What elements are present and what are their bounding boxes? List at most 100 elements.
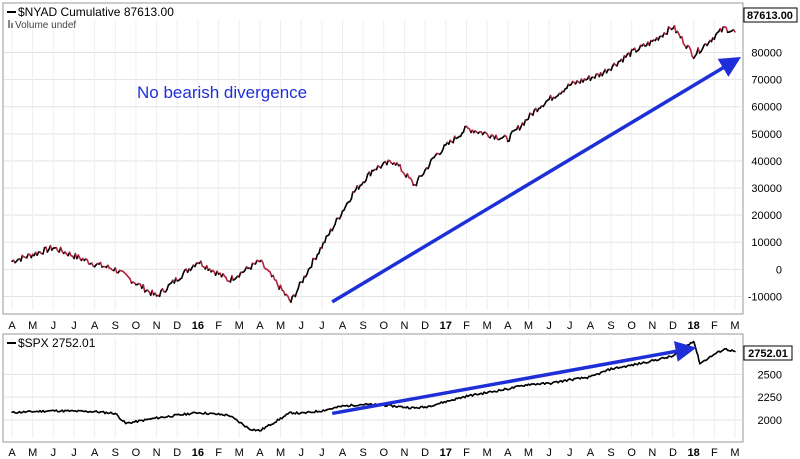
- series-segment: [290, 295, 294, 304]
- x-tick-label: S: [607, 447, 614, 459]
- series-segment: [20, 254, 24, 262]
- series-segment: [350, 191, 354, 200]
- bottom-last-value-label: 2752.01: [748, 348, 788, 360]
- x-tick-label: O: [380, 447, 389, 459]
- series-segment: [428, 159, 432, 166]
- series-segment: [321, 241, 325, 249]
- x-tick-label: M: [483, 320, 492, 332]
- x-tick-label: M: [276, 320, 285, 332]
- bottom-last-value-badge: [743, 345, 793, 361]
- x-tick-label: J: [298, 447, 304, 459]
- bottom-series-group: [11, 340, 736, 432]
- series-segment: [315, 253, 319, 261]
- x-tick-label: A: [504, 320, 512, 332]
- series-segment: [415, 178, 419, 187]
- x-tick-label: J: [298, 320, 304, 332]
- x-tick-label: M: [28, 320, 37, 332]
- series-segment: [306, 268, 310, 275]
- series-segment: [648, 39, 652, 47]
- series-segment: [42, 247, 46, 255]
- x-tick-label: M: [276, 447, 285, 459]
- y-tick-label: 50000: [751, 129, 782, 141]
- x-tick-label: M: [235, 320, 244, 332]
- bottom-x-axis: A M J J A S O N D 16 F M A M J J A S O N D 17 F M A M J J A S O N D 18 F M: [8, 447, 739, 459]
- series-segment: [369, 169, 373, 177]
- series-segment: [441, 144, 446, 151]
- top-series-group: [11, 25, 736, 304]
- top-panel-frame: [2, 2, 744, 315]
- bottom-chart-title: $SPX 2752.01: [18, 336, 96, 350]
- x-tick-label: F: [463, 447, 470, 459]
- x-tick-label: J: [567, 447, 573, 459]
- top-last-value-badge: [743, 7, 798, 23]
- series-segment: [365, 173, 369, 181]
- x-tick-label: 17: [440, 447, 452, 459]
- series-segment: [399, 164, 403, 172]
- y-tick-label: -10000: [748, 291, 782, 303]
- x-tick-label: N: [648, 320, 656, 332]
- series-segment: [279, 284, 283, 291]
- x-tick-label: J: [71, 447, 77, 459]
- x-tick-label: J: [51, 447, 57, 459]
- series-segment: [158, 289, 162, 298]
- x-tick-label: D: [669, 320, 677, 332]
- x-tick-label: S: [112, 320, 119, 332]
- series-segment: [713, 33, 717, 41]
- y-tick-label: 2500: [758, 369, 782, 381]
- top-chart-subtitle: Volume undef: [15, 20, 76, 31]
- series-segment: [200, 260, 204, 268]
- x-tick-label: J: [567, 320, 573, 332]
- x-tick-label: N: [153, 320, 161, 332]
- series-segment: [238, 271, 242, 278]
- trend-arrow: [331, 341, 697, 416]
- x-tick-label: D: [173, 447, 181, 459]
- series-segment: [622, 55, 626, 63]
- x-tick-label: S: [112, 447, 119, 459]
- x-tick-label: D: [669, 447, 677, 459]
- trend-arrow: [331, 57, 742, 304]
- top-gridlines: [4, 20, 742, 310]
- x-tick-label: O: [132, 447, 141, 459]
- y-tick-label: 30000: [751, 183, 782, 195]
- x-tick-label: N: [648, 447, 656, 459]
- x-tick-label: M: [524, 447, 533, 459]
- x-tick-label: D: [421, 320, 429, 332]
- y-tick-label: 10000: [751, 237, 782, 249]
- x-tick-label: F: [215, 320, 222, 332]
- volume-icon-bar2: [11, 23, 13, 28]
- series-segment: [318, 247, 322, 255]
- x-tick-label: N: [153, 447, 161, 459]
- top-trend-arrow-group: [331, 57, 742, 304]
- y-tick-label: 80000: [751, 48, 782, 60]
- x-tick-label: A: [339, 320, 347, 332]
- x-tick-label: J: [319, 320, 325, 332]
- x-tick-label: F: [215, 447, 222, 459]
- x-tick-label: O: [380, 320, 389, 332]
- x-tick-label: A: [8, 447, 16, 459]
- x-tick-label: A: [8, 320, 16, 332]
- series-segment: [261, 261, 266, 269]
- series-segment: [505, 135, 509, 143]
- series-segment: [310, 257, 314, 268]
- x-tick-label: S: [607, 320, 614, 332]
- x-tick-label: O: [627, 447, 636, 459]
- x-tick-label: A: [91, 320, 99, 332]
- series-segment: [666, 26, 670, 36]
- x-tick-label: M: [28, 447, 37, 459]
- series-segment: [720, 25, 725, 33]
- x-tick-label: S: [359, 320, 366, 332]
- series-segment: [462, 125, 466, 133]
- bottom-trend-arrow-group: [331, 341, 697, 416]
- x-tick-label: 18: [688, 320, 700, 332]
- series-segment: [142, 283, 146, 293]
- x-tick-label: J: [71, 320, 77, 332]
- x-tick-label: A: [587, 447, 595, 459]
- x-tick-label: D: [421, 447, 429, 459]
- top-chart-title: $NYAD Cumulative 87613.00: [18, 5, 174, 19]
- x-tick-label: 17: [440, 320, 452, 332]
- series-segment: [725, 26, 729, 34]
- series-segment: [334, 217, 338, 225]
- series-segment: [301, 275, 306, 284]
- x-tick-label: 16: [192, 447, 204, 459]
